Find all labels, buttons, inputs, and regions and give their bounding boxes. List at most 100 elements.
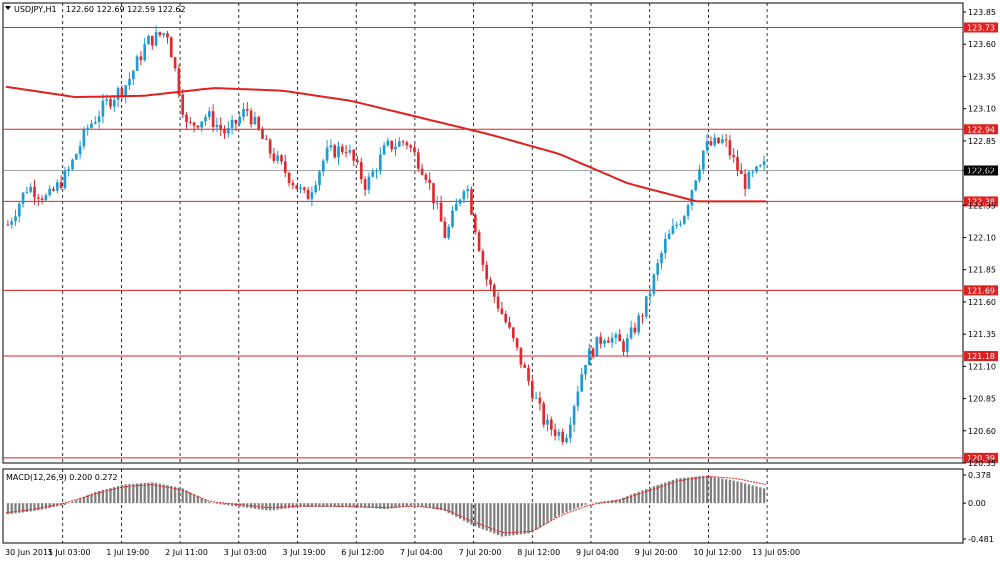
candle-body [644, 296, 648, 317]
candle-body [496, 296, 500, 309]
candle-body [371, 171, 375, 177]
candle-body [523, 364, 527, 368]
candle-body [473, 214, 477, 233]
candle-body [154, 31, 158, 46]
candle-body [264, 138, 268, 140]
candle-body [401, 141, 405, 143]
candle-body [158, 31, 162, 36]
candle-body [78, 146, 82, 155]
symbol-label: USDJPY,H1 [14, 5, 57, 14]
price-tick-label: 123.35 [968, 72, 996, 81]
candle-body [553, 429, 557, 436]
candle-body [325, 147, 329, 161]
candle-body [215, 124, 219, 127]
candle-body [253, 117, 257, 125]
candle-body [466, 189, 470, 192]
candle-body [694, 180, 698, 191]
candle-body [116, 88, 120, 100]
candle-body [641, 315, 644, 317]
candle-body [59, 182, 63, 189]
candle-body [200, 121, 204, 128]
candle-body [705, 141, 709, 151]
price-tick-label: 123.60 [968, 40, 996, 49]
candle-body [751, 171, 755, 173]
candle-body [432, 183, 435, 204]
candle-body [74, 154, 78, 160]
level-price-tag [964, 351, 998, 362]
candle-body [348, 150, 352, 153]
candle-body [690, 190, 694, 206]
price-tick-label: 121.85 [968, 266, 996, 275]
candle-body [492, 284, 496, 297]
candle-body [185, 114, 188, 122]
candle-body [728, 140, 732, 156]
candle-body [219, 124, 223, 130]
ohlc-readout: 122.60 122.69 122.59 122.62 [66, 5, 186, 14]
candle-body [261, 129, 264, 139]
candle-body [451, 210, 454, 227]
candle-body [63, 170, 67, 189]
candle-body [356, 160, 359, 163]
candle-body [188, 121, 192, 123]
candle-body [682, 216, 686, 224]
candle-body [272, 153, 276, 161]
candle-body [177, 68, 181, 95]
candle-body [29, 186, 33, 192]
price-tick-label: 123.10 [968, 105, 996, 114]
level-price-label: 123.73 [967, 23, 995, 32]
candle-body [428, 179, 432, 184]
candle-body [124, 85, 128, 96]
candle-body [557, 431, 561, 436]
candle-body [439, 202, 443, 222]
ma-line-path [5, 85, 766, 203]
candle-body [192, 122, 196, 126]
candle-body [181, 94, 185, 115]
support-resistance-levels: 123.73 122.94 122.38 121.69 121.18 120.39 122.… [3, 22, 998, 463]
candle-body [363, 179, 367, 190]
candle-body [105, 99, 109, 101]
candle-body [530, 381, 534, 399]
candle-body [477, 232, 481, 252]
candle-body [587, 348, 591, 365]
candle-body [675, 224, 679, 227]
candle-body [481, 251, 485, 265]
candle-body [52, 188, 55, 191]
price-tick-label: 122.85 [968, 137, 996, 146]
candle-body [420, 168, 424, 175]
candle-body [226, 128, 230, 134]
candle-body [211, 111, 215, 127]
candle-body [139, 56, 143, 61]
chart-header: USDJPY,H1 122.60 122.69 122.59 122.62 [5, 5, 186, 14]
candle-body [55, 182, 59, 191]
candle-body [424, 174, 428, 180]
candle-body [606, 340, 610, 343]
candle-body [629, 327, 633, 339]
candle-body [245, 108, 249, 111]
candle-body [409, 145, 413, 148]
level-price-label: 122.38 [967, 197, 995, 206]
candle-body [416, 152, 420, 169]
candle-body [128, 79, 131, 86]
candle-body [93, 121, 97, 124]
symbol-dropdown-icon[interactable] [5, 6, 11, 10]
time-tick-label: 7 Jul 04:00 [400, 548, 443, 557]
candle-body [625, 338, 629, 352]
time-tick-label: 8 Jul 12:00 [517, 548, 560, 557]
candle-body [622, 341, 625, 352]
candle-body [25, 191, 29, 193]
level-price-tag [964, 124, 998, 135]
candle-body [591, 348, 595, 357]
candle-body [663, 238, 667, 254]
candle-body [204, 116, 207, 122]
candle-body [82, 129, 86, 147]
price-panel-frame [2, 2, 964, 464]
candle-body [382, 145, 386, 155]
candle-body [359, 162, 363, 180]
candle-body [603, 340, 606, 344]
candle-body [378, 154, 382, 172]
moving-average-line [5, 85, 766, 203]
candle-body [299, 187, 302, 189]
candle-body [135, 56, 139, 71]
